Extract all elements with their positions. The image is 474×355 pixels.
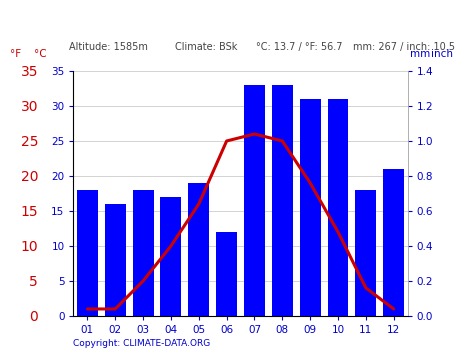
Text: mm: mm (410, 49, 430, 59)
Bar (244, 85, 265, 316)
Bar (161, 197, 182, 316)
Text: Copyright: CLIMATE-DATA.ORG: Copyright: CLIMATE-DATA.ORG (73, 339, 211, 348)
Bar (356, 190, 376, 316)
Text: °C: 13.7 / °F: 56.7: °C: 13.7 / °F: 56.7 (256, 42, 342, 52)
Bar (300, 99, 320, 316)
Bar (105, 204, 126, 316)
Text: Altitude: 1585m: Altitude: 1585m (69, 42, 147, 52)
Text: °C: °C (34, 49, 47, 59)
Text: mm: 267 / inch: 10.5: mm: 267 / inch: 10.5 (353, 42, 455, 52)
Text: °F: °F (10, 49, 21, 59)
Bar (77, 190, 98, 316)
Bar (328, 99, 348, 316)
Bar (133, 190, 154, 316)
Bar (272, 85, 293, 316)
Bar (216, 232, 237, 316)
Bar (188, 183, 209, 316)
Bar (383, 169, 404, 316)
Text: Climate: BSk: Climate: BSk (175, 42, 238, 52)
Text: inch: inch (431, 49, 453, 59)
